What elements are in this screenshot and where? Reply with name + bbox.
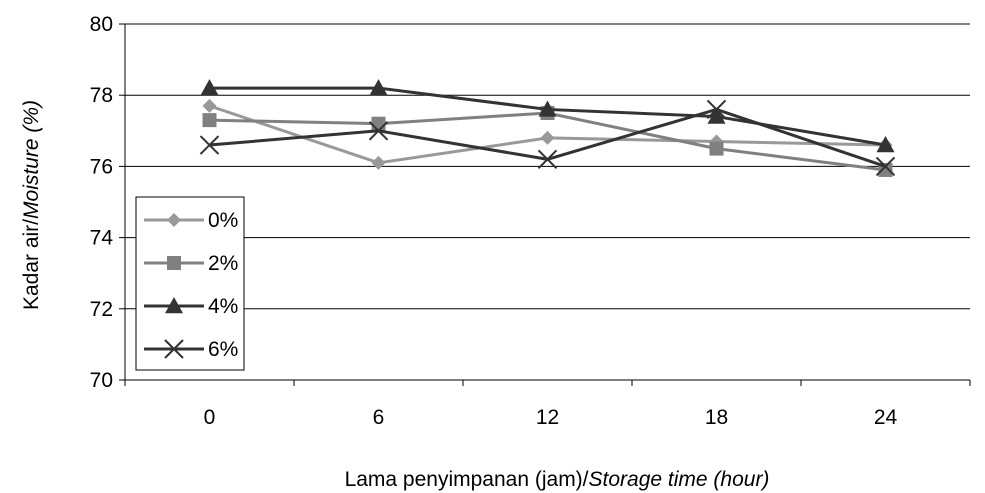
point-4pct-18 — [707, 107, 726, 124]
point-2pct-0 — [202, 113, 217, 128]
series-lines — [199, 79, 896, 177]
x-tick-label: 6 — [373, 406, 385, 429]
y-tick-label: 72 — [90, 298, 113, 321]
y-axis-title-regular: Kadar air/ — [20, 219, 43, 310]
x-axis-title: Lama penyimpanan (jam)/Storage time (hou… — [345, 468, 770, 491]
x-tick-labels: 0 6 12 18 24 — [204, 406, 898, 429]
point-6pct-12-stroke-b — [537, 149, 558, 169]
point-2pct-18 — [709, 141, 724, 156]
legend-item-6pct: 6% — [144, 338, 238, 361]
point-0pct-6 — [371, 155, 386, 170]
series-6pct — [199, 99, 896, 177]
y-tick-labels: 70 72 74 76 78 80 — [90, 13, 114, 392]
x-tick-label: 12 — [536, 406, 559, 429]
x-axis-title-regular: Lama penyimpanan (jam)/ — [345, 468, 589, 491]
y-axis-title: Kadar air/Moisture (%) — [20, 100, 43, 310]
point-0pct-0 — [202, 98, 217, 113]
legend-item-2pct: 2% — [144, 252, 238, 275]
point-6pct-24-stroke-b — [875, 156, 896, 177]
legend-marker-6pct-stroke-b — [164, 339, 184, 359]
point-6pct-18-stroke-b — [706, 99, 727, 120]
point-2pct-6 — [371, 116, 386, 131]
x-tick-label: 18 — [705, 406, 728, 429]
point-6pct-18 — [706, 99, 727, 120]
x-tick-label: 24 — [874, 406, 898, 429]
point-6pct-0 — [199, 135, 220, 155]
legend-item-4pct: 4% — [144, 295, 238, 318]
x-tick-label: 0 — [204, 406, 216, 429]
series-4pct — [200, 79, 895, 153]
point-0pct-12 — [540, 130, 555, 145]
y-tick-label: 70 — [90, 369, 113, 392]
x-axis-title-italic: Storage time (hour) — [589, 468, 770, 491]
legend-item-0pct: 0% — [144, 209, 238, 232]
legend-label-4pct: 4% — [208, 295, 238, 318]
legend-marker-6pct — [164, 339, 184, 359]
legend-marker-0pct — [167, 213, 181, 227]
legend-marker-4pct — [165, 297, 183, 314]
legend-label-2pct: 2% — [208, 252, 238, 275]
legend-marker-2pct — [167, 256, 181, 270]
axes — [119, 23, 971, 386]
gridlines — [125, 23, 970, 310]
y-tick-label: 74 — [90, 227, 114, 250]
point-4pct-6 — [369, 79, 388, 96]
legend-label-0pct: 0% — [208, 209, 238, 232]
point-4pct-24 — [876, 136, 895, 153]
legend-label-6pct: 6% — [208, 338, 238, 361]
y-axis-title-italic: Moisture (%) — [20, 100, 43, 219]
point-4pct-12 — [538, 100, 557, 117]
point-6pct-12 — [537, 149, 558, 169]
point-6pct-0-stroke-b — [199, 135, 220, 155]
point-4pct-0 — [200, 79, 219, 96]
point-6pct-6 — [368, 121, 389, 141]
point-6pct-24 — [875, 156, 896, 177]
y-tick-label: 76 — [90, 155, 113, 178]
point-6pct-6-stroke-b — [368, 121, 389, 141]
legend-box — [135, 196, 245, 371]
legend: 0% 2% 4% 6% — [135, 196, 245, 371]
y-tick-label: 78 — [90, 84, 113, 107]
y-tick-label: 80 — [90, 13, 113, 36]
